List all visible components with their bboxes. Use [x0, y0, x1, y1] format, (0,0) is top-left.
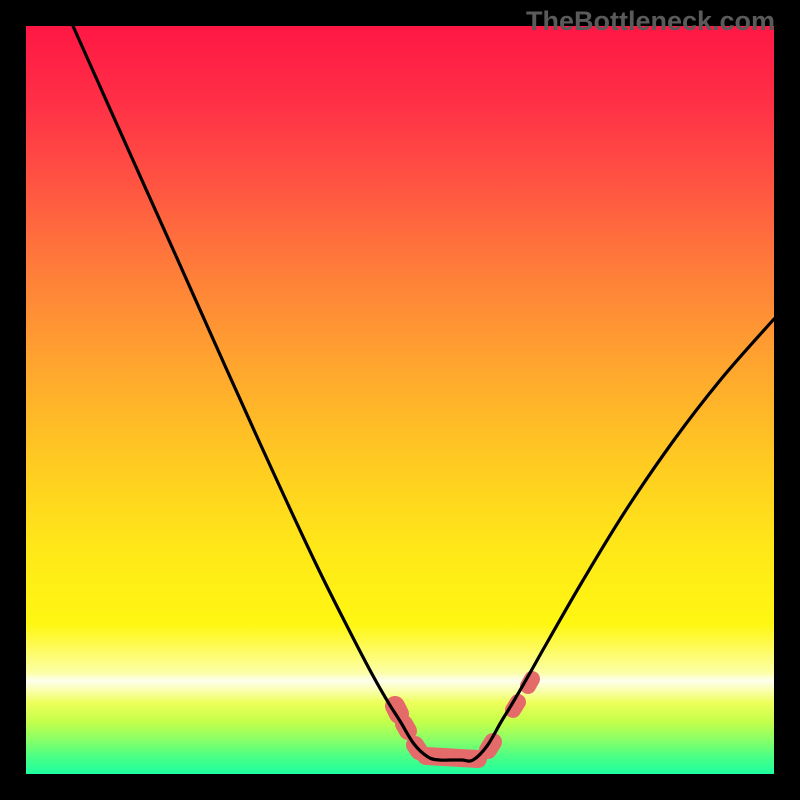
- gradient-background: [26, 26, 774, 774]
- marker-capsule: [528, 679, 532, 686]
- watermark-text: TheBottleneck.com: [526, 6, 775, 37]
- curve-svg: [26, 26, 774, 774]
- plot-area: [26, 26, 774, 774]
